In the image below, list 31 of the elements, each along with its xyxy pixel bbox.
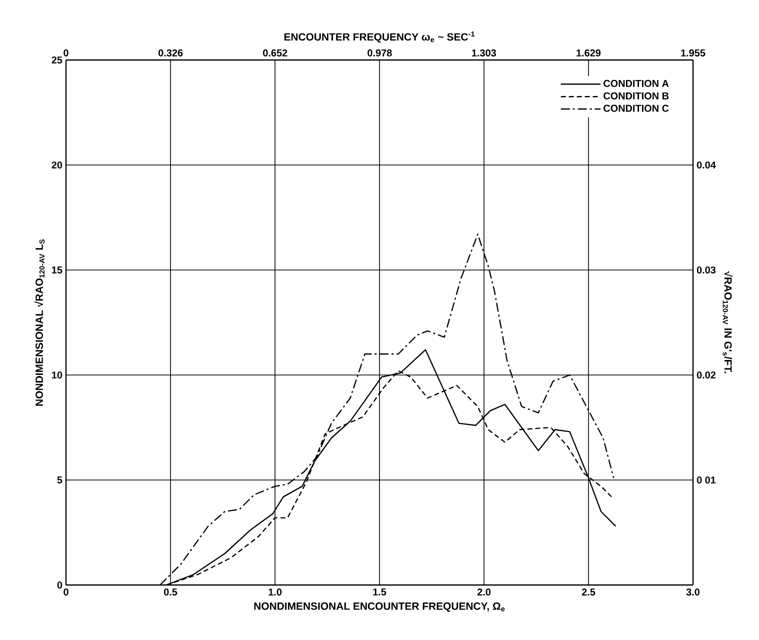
y2-axis-title: √RAO$_{120-AV}$ IN G'$_{s}$/FT.	[722, 271, 733, 374]
x-tick-label: 0.5	[164, 588, 178, 596]
x-tick-label: 3.0	[686, 588, 700, 596]
x-axis-title: NONDIMENSIONAL ENCOUNTER FREQUENCY, Ω$_{e}$	[254, 602, 505, 612]
y-tick-label: 10	[52, 371, 62, 379]
x2-tick-label: 1.629	[576, 49, 601, 56]
y2-tick-label: 0 01	[696, 476, 716, 484]
y2-tick-label: 0.03	[696, 266, 716, 274]
x2-tick-label: 1.955	[681, 49, 706, 56]
x2-tick-label: 0.326	[158, 49, 183, 56]
y-tick-label: 25	[52, 56, 62, 64]
y-tick-label: 20	[52, 161, 62, 169]
x2-tick-label: 0.652	[263, 49, 288, 56]
x-tick-label: 2.0	[477, 588, 491, 596]
x-tick-label: 1.0	[268, 588, 282, 596]
x-tick-label: 2.5	[582, 588, 596, 596]
x2-tick-label: 1.303	[472, 49, 496, 56]
y-tick-label: 5	[57, 476, 62, 484]
legend-label: CONDITION C	[604, 104, 669, 112]
y2-tick-label: 0.04	[696, 161, 716, 169]
x2-axis-title: ENCOUNTER FREQUENCY ω$_{e}$ ~ SEC$^{-1}$	[284, 31, 475, 43]
x2-tick-label: 0	[64, 49, 68, 56]
legend-label: CONDITION B	[604, 92, 669, 100]
legend-label: CONDITION A	[604, 80, 669, 87]
y2-tick-label: 0.02	[696, 371, 716, 379]
y-axis-title: NONDIMENSIONAL √RAO$_{120-AV}$ L$_{S}$	[34, 239, 45, 406]
x2-tick-label: 0.978	[368, 49, 392, 56]
y-tick-label: 0	[57, 581, 62, 589]
x-tick-label: 0	[64, 588, 68, 596]
y-tick-label: 15	[52, 266, 62, 274]
x-tick-label: 1.5	[373, 588, 386, 596]
